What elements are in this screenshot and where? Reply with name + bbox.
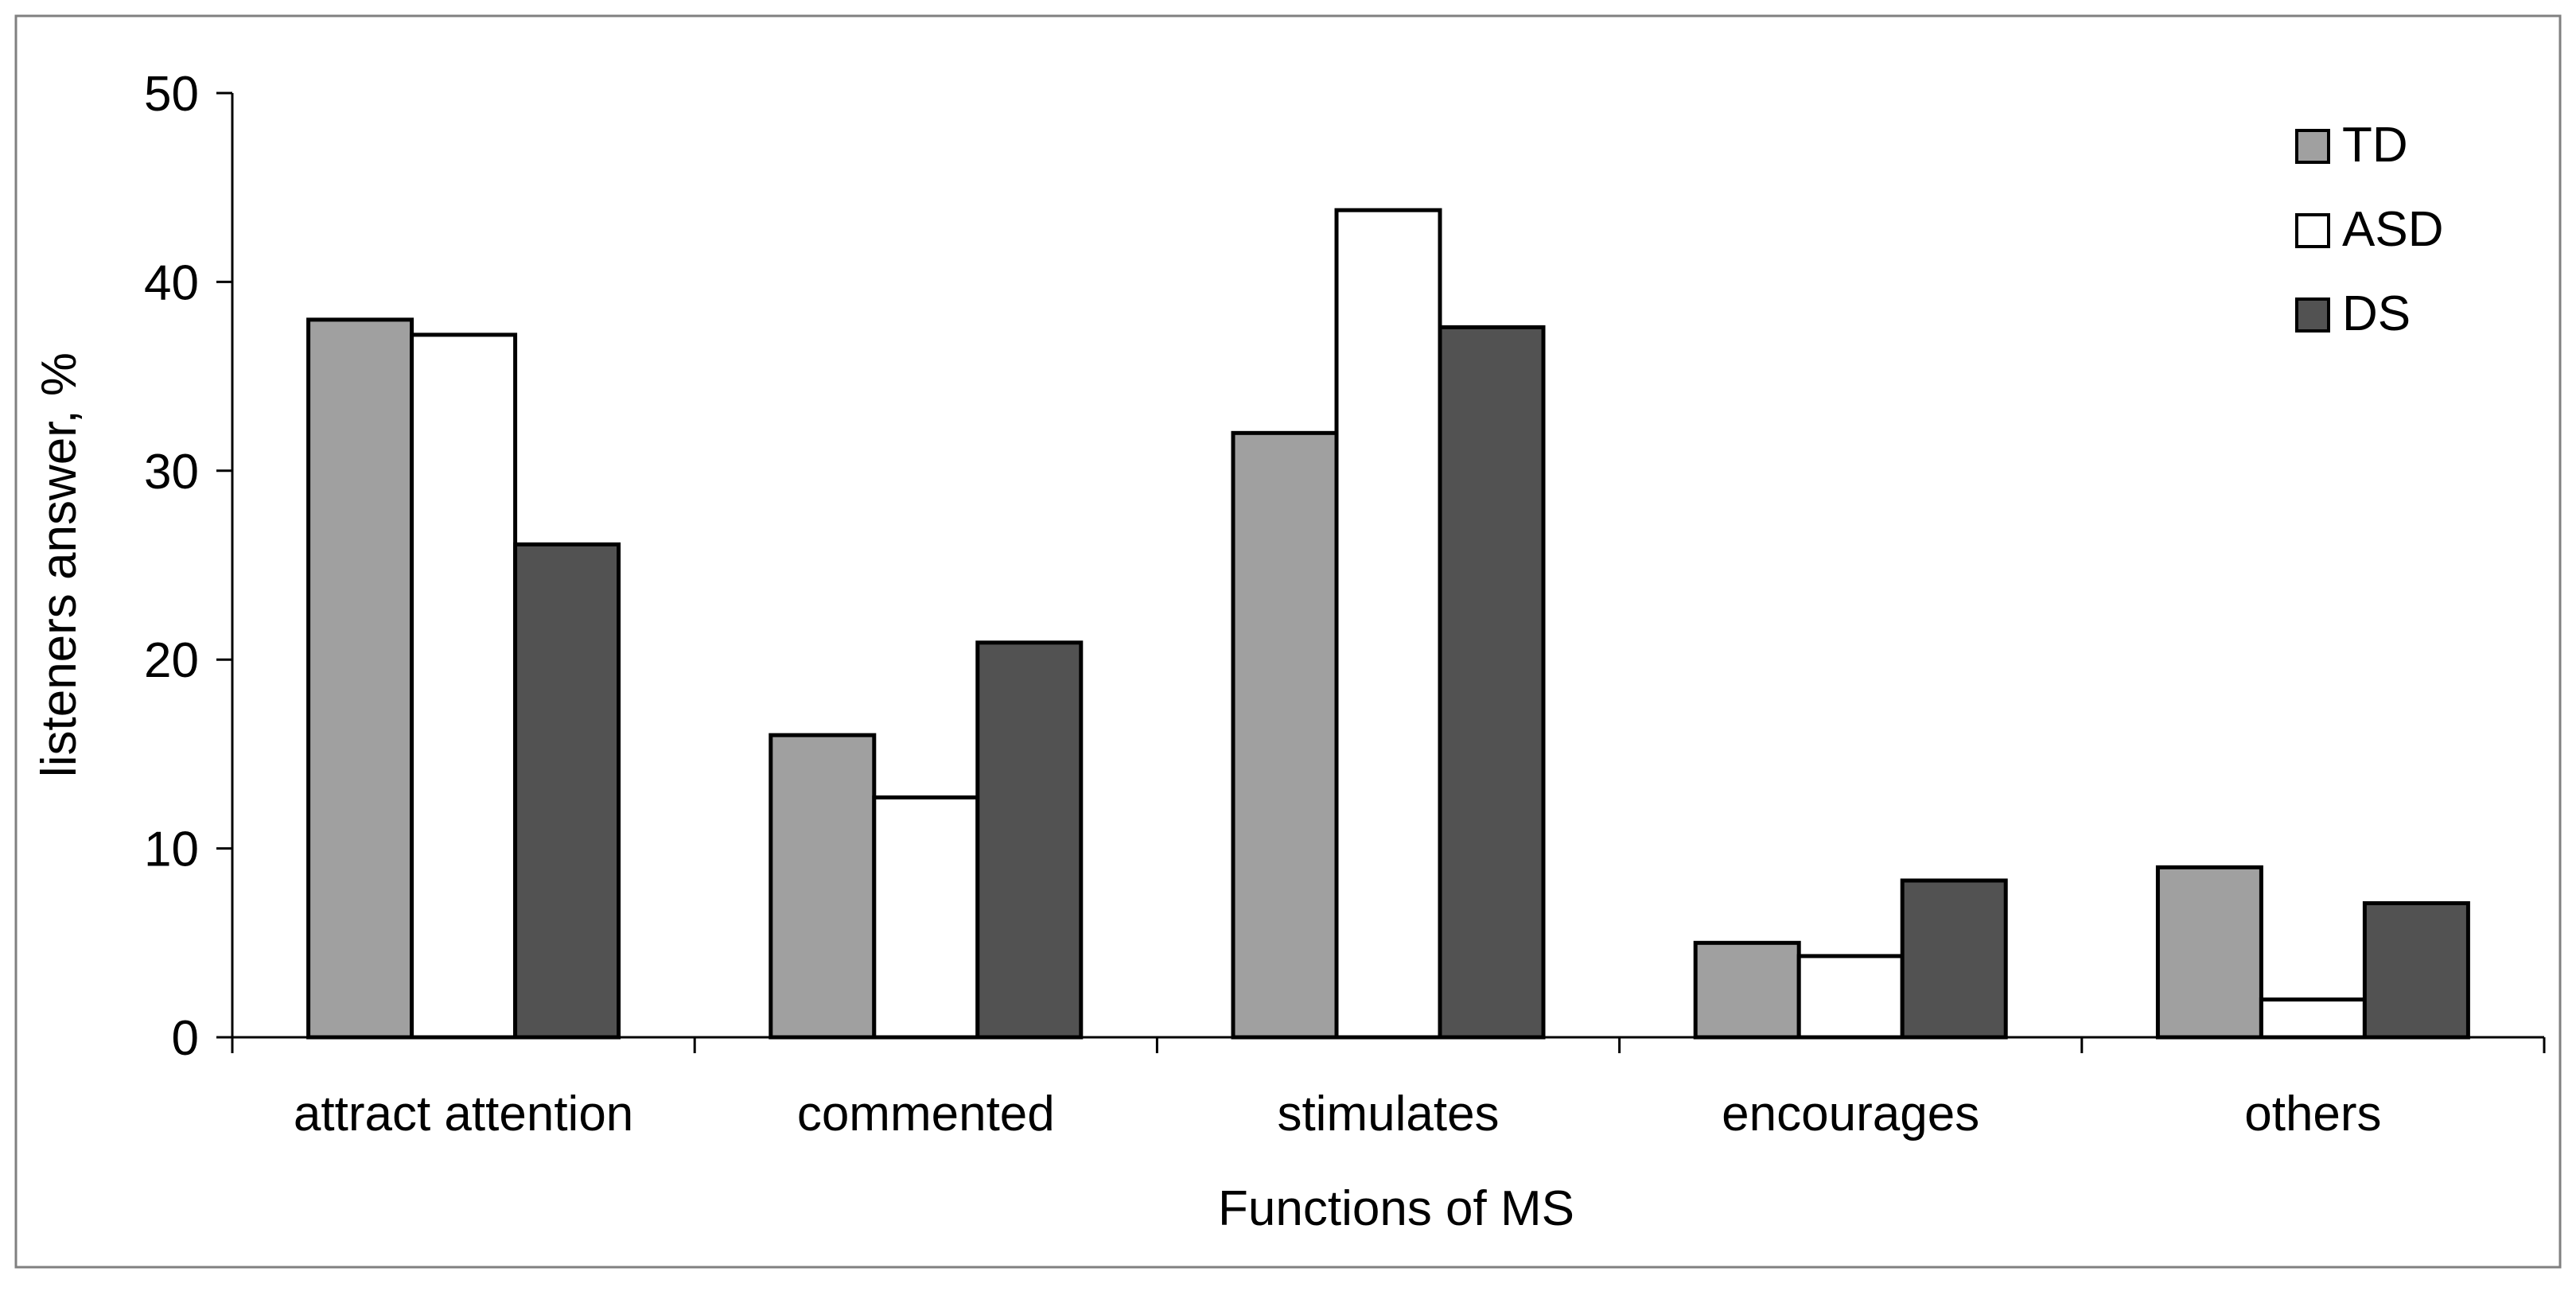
bar-asd-3 [1334, 208, 1442, 1040]
bar-td-4 [1693, 940, 1801, 1040]
bar-ds-1 [513, 542, 621, 1040]
x-tick-label: attract attention [294, 1087, 633, 1141]
y-axis-label: listeners answer, % [32, 352, 87, 777]
bar-ds-5 [2362, 900, 2470, 1040]
bars [306, 208, 2470, 1040]
bar-asd-1 [410, 332, 518, 1040]
y-tick-label: 50 [144, 67, 199, 122]
legend-label: TD [2342, 118, 2408, 173]
x-tick-label: commented [797, 1087, 1055, 1141]
y-tick-label: 20 [144, 633, 199, 688]
bar-ds-3 [1438, 325, 1546, 1040]
bar-td-1 [306, 317, 414, 1040]
bar-td-3 [1231, 430, 1339, 1040]
y-tick-label: 0 [172, 1011, 199, 1066]
bar-td-2 [769, 733, 877, 1040]
legend-swatch [2295, 298, 2330, 332]
bar-asd-4 [1796, 954, 1905, 1040]
y-tick-label: 40 [144, 255, 199, 310]
bar-td-5 [2155, 865, 2263, 1040]
x-tick-label: encourages [1722, 1087, 1979, 1141]
bar-ds-4 [1900, 878, 2008, 1040]
y-tick-label: 30 [144, 445, 199, 500]
tick-labels: 0 10 20 30 40 50 attract attention commented sti… [144, 67, 2382, 1141]
legend: TD ASD DS [2295, 118, 2443, 341]
bar-ds-2 [975, 640, 1084, 1040]
bar-asd-5 [2259, 998, 2367, 1040]
x-tick-label: stimulates [1277, 1087, 1499, 1141]
legend-label: ASD [2342, 202, 2443, 257]
bar-asd-2 [872, 795, 980, 1040]
x-tick-label: others [2244, 1087, 2381, 1141]
y-tick-label: 10 [144, 822, 199, 877]
x-axis-label: Functions of MS [1218, 1181, 1574, 1236]
legend-swatch [2295, 213, 2330, 248]
legend-swatch [2295, 129, 2330, 164]
legend-label: DS [2342, 286, 2411, 341]
